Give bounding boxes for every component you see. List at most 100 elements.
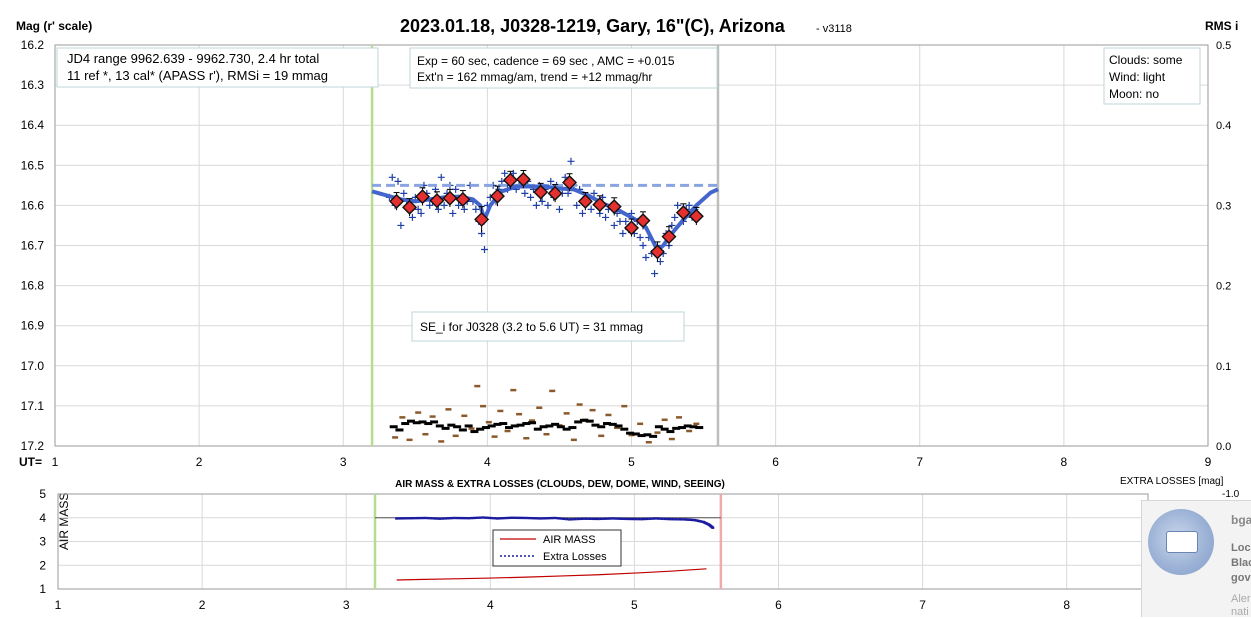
rms-point-black — [695, 426, 704, 430]
extra-losses-point — [602, 517, 606, 520]
binned-point — [455, 191, 471, 207]
notification-body: Loca Blac gove — [1231, 541, 1251, 586]
raw-point — [426, 201, 434, 209]
extra-losses-point — [671, 518, 675, 521]
rms-point-brown — [645, 440, 652, 444]
rms-point-black — [528, 421, 537, 425]
rms-point-black — [579, 418, 588, 422]
extra-losses-point — [444, 517, 448, 520]
y-tick-label: 17.0 — [21, 359, 45, 373]
rms-point-brown — [661, 418, 668, 422]
rms-point-black — [539, 425, 548, 429]
binned-point — [402, 199, 418, 215]
raw-point — [674, 201, 682, 209]
y-tick-label: 16.7 — [21, 239, 45, 253]
rms-point-black — [631, 432, 640, 436]
rms-point-brown — [570, 438, 577, 442]
rms-point-black — [430, 420, 439, 424]
binned-point — [533, 184, 549, 200]
rms-points — [389, 384, 704, 444]
notification-title: bga — [1231, 513, 1251, 527]
rms-point-black — [666, 430, 675, 434]
bottom-y-tick-label: 3 — [39, 535, 46, 549]
raw-point — [532, 201, 540, 209]
extra-losses-point — [645, 517, 649, 521]
extra-losses-point — [513, 516, 517, 519]
raw-point — [388, 173, 396, 181]
legend-airmass-label: AIR MASS — [543, 534, 596, 546]
raw-point — [440, 201, 448, 209]
extra-losses-point — [605, 517, 609, 520]
extra-losses-point — [654, 517, 658, 520]
extra-losses-point — [677, 518, 681, 521]
extra-losses-point — [579, 517, 583, 521]
ref-stars-text: 11 ref *, 13 cal* (APASS r'), RMSi = 19 … — [67, 68, 328, 83]
rms-point-black — [620, 427, 629, 431]
notification-line: Loca — [1231, 542, 1251, 554]
extra-losses-point — [698, 520, 702, 523]
raw-point — [636, 233, 644, 241]
rms-point-black — [401, 422, 410, 426]
extra-losses-point — [608, 517, 612, 520]
y-tick-label: 17.1 — [21, 399, 45, 413]
extra-losses-point — [634, 517, 638, 521]
notification-line: gove — [1231, 572, 1251, 584]
chart-title: 2023.01.18, J0328-1219, Gary, 16"(C), Ar… — [400, 16, 786, 36]
x-tick-label: 7 — [916, 455, 923, 469]
rms-point-brown — [614, 426, 621, 430]
raw-point — [671, 213, 679, 221]
extra-losses-point — [403, 517, 407, 520]
extra-losses-point — [700, 520, 704, 523]
raw-point — [397, 221, 405, 229]
raw-point — [656, 258, 664, 266]
rms-point-black — [562, 427, 571, 431]
rms-point-black — [470, 430, 479, 434]
extra-losses-point — [507, 516, 511, 520]
extra-losses-point — [406, 517, 410, 520]
extra-losses-point — [449, 516, 453, 520]
extra-losses-point — [695, 519, 699, 522]
rms-point-black — [493, 422, 502, 426]
rms-point-black — [441, 426, 450, 430]
weather-info-box: Clouds: some Wind: light Moon: no — [1103, 47, 1201, 105]
extra-losses-point — [582, 517, 586, 520]
notification-toast[interactable]: bga Loca Blac gove Aler nati — [1141, 500, 1251, 618]
binned-point — [389, 193, 405, 209]
binned-point — [429, 193, 445, 209]
extra-losses-point — [691, 518, 695, 522]
rms-point-brown — [576, 403, 583, 406]
wind-text: Wind: light — [1109, 70, 1166, 84]
raw-point — [480, 246, 488, 254]
rms-point-black — [522, 422, 531, 426]
extra-losses-point — [478, 516, 482, 519]
rms-point-black — [683, 424, 692, 428]
extra-losses-point — [418, 516, 422, 520]
rms-point-black — [510, 424, 519, 428]
rms-point-black — [476, 427, 485, 431]
ut-axis-label: UT= — [19, 455, 42, 469]
binned-point — [547, 185, 563, 201]
extra-losses-point — [553, 516, 557, 520]
x-tick-label: 1 — [52, 455, 59, 469]
rms-point-black — [395, 428, 404, 432]
envelope-icon — [1166, 531, 1198, 553]
extra-losses-point — [496, 517, 500, 520]
binned-point — [688, 208, 704, 224]
binned-point — [624, 220, 639, 236]
y-tick-label: 16.8 — [21, 279, 45, 293]
extra-losses-point — [674, 518, 678, 521]
rms-point-black — [643, 433, 652, 437]
raw-point — [622, 217, 630, 225]
right-y-tick-label: 0.2 — [1216, 281, 1231, 293]
rms-point-black — [516, 423, 525, 427]
raw-point — [455, 201, 463, 209]
extra-losses-point — [533, 517, 537, 520]
extra-losses-point — [591, 517, 595, 521]
raw-point — [434, 205, 442, 213]
rms-point-black — [504, 426, 513, 430]
rms-point-black — [597, 425, 606, 429]
raw-point — [590, 189, 598, 197]
extra-losses-point — [628, 517, 632, 521]
extra-losses-point — [426, 516, 430, 520]
